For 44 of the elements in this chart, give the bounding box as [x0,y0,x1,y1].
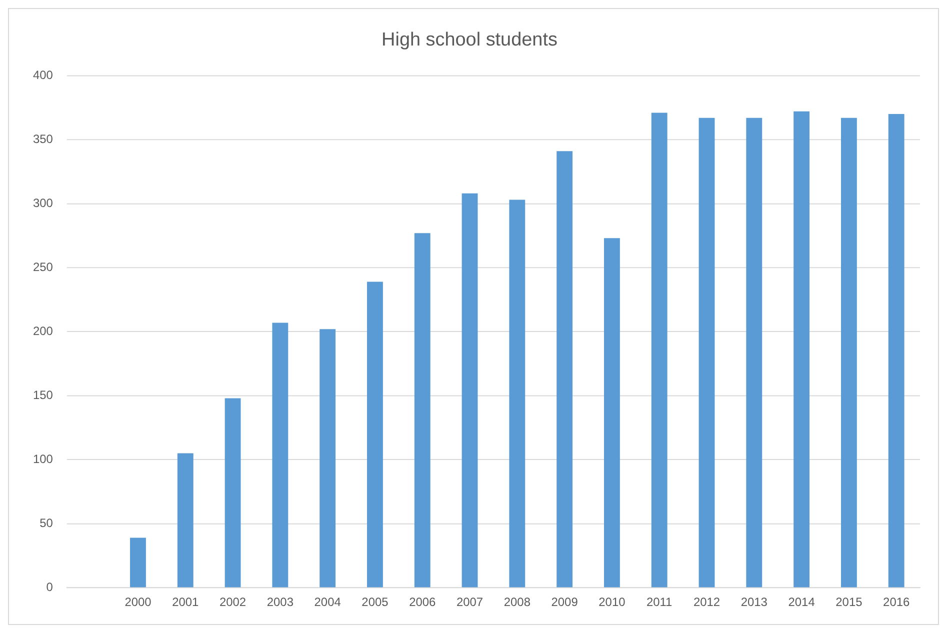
y-tick-label: 150 [32,388,54,402]
y-tick-label: 400 [32,68,54,82]
bar [698,118,715,588]
bar [414,233,430,588]
x-tick-label: 2010 [598,595,626,610]
bar [509,200,526,588]
y-tick-label: 300 [32,196,54,210]
bar [556,151,573,588]
bar [224,398,241,588]
bar [651,112,668,588]
y-tick-label: 250 [32,260,54,274]
x-tick-label: 2007 [456,595,484,610]
bar [746,118,762,588]
y-tick-label: 0 [46,580,54,594]
bar [130,538,146,588]
y-tick-label: 50 [40,516,54,530]
bar [462,193,478,588]
bar [604,238,620,588]
x-tick-label: 2004 [314,595,342,610]
x-tick-label: 2001 [172,595,200,610]
bar [272,322,288,588]
y-tick-label: 100 [32,452,54,466]
bar [794,111,810,588]
y-tick-label: 350 [32,132,54,146]
x-tick-label: 2011 [646,595,673,610]
x-tick-label: 2013 [740,595,768,610]
bar [840,118,857,588]
chart-title: High school students [382,30,558,51]
bar [177,453,194,588]
x-tick-label: 2015 [836,595,863,610]
x-tick-label: 2002 [219,595,246,610]
x-tick-label: 2016 [883,595,910,610]
bar [888,114,904,588]
x-tick-label: 2009 [551,595,578,610]
x-tick-label: 2000 [124,595,152,610]
y-tick-label: 200 [32,324,54,338]
x-tick-label: 2003 [266,595,294,610]
x-tick-label: 2012 [693,595,720,610]
bar [320,329,336,588]
x-tick-label: 2014 [788,595,816,610]
x-tick-label: 2006 [409,595,436,610]
bar [367,282,383,588]
x-tick-label: 2008 [504,595,531,610]
x-tick-label: 2005 [362,595,389,610]
